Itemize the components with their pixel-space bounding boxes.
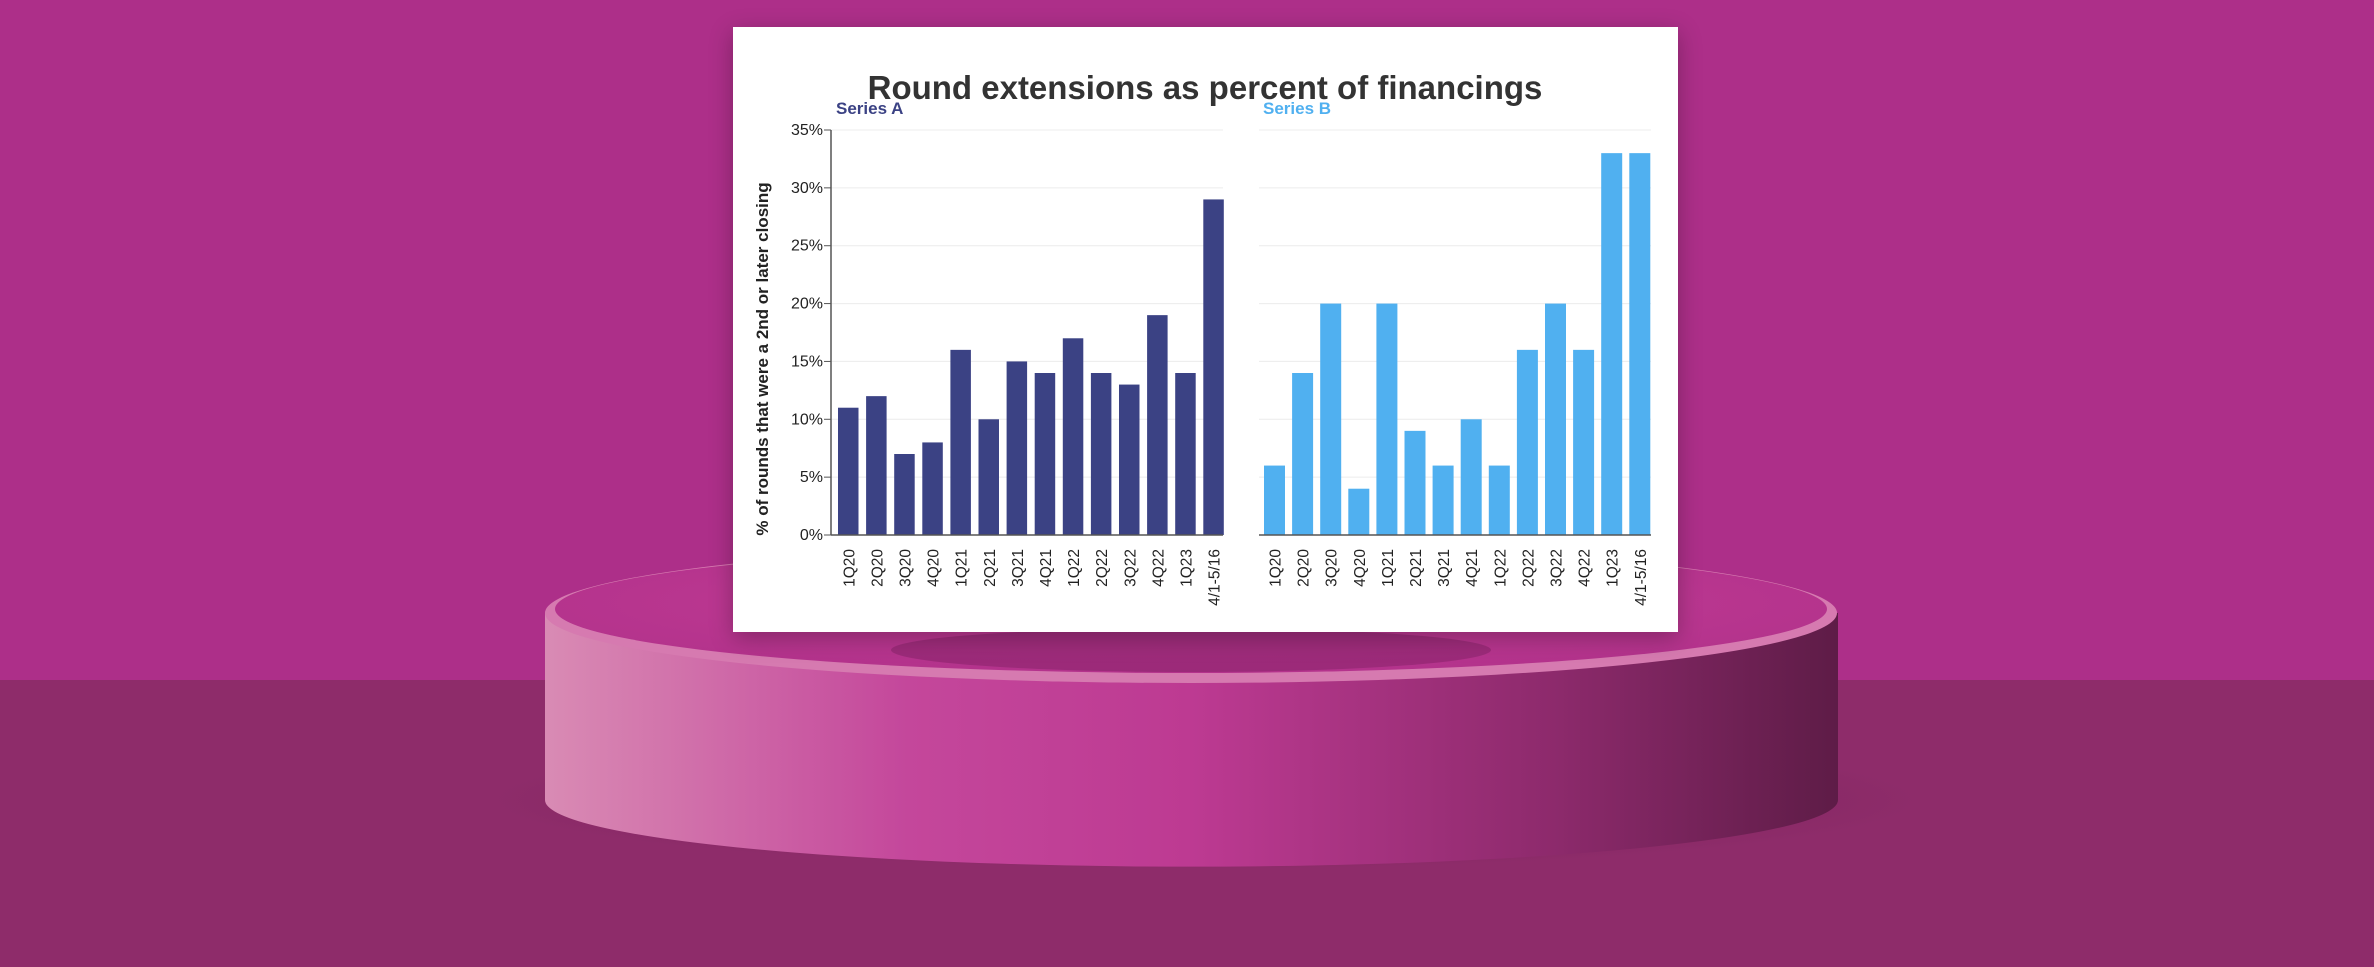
bar-series-b-1Q23 [1601, 153, 1623, 535]
x-tick-label: 4Q21 [1464, 549, 1481, 587]
x-tick-label: 1Q22 [1066, 549, 1083, 587]
bar-series-a-2Q20 [866, 396, 887, 535]
x-tick-label: 1Q20 [841, 549, 858, 587]
bar-series-b-4Q22 [1573, 349, 1595, 535]
bar-series-b-2Q22 [1516, 349, 1538, 535]
bar-series-a-2Q21 [978, 419, 999, 535]
chart: Round extensions as percent of financing… [753, 69, 1651, 606]
x-tick-label: 1Q21 [1380, 549, 1397, 587]
bar-series-a-4Q20 [922, 442, 943, 535]
x-tick-label: 1Q23 [1605, 549, 1622, 587]
bar-series-a-3Q22 [1119, 384, 1140, 535]
bar-series-b-2Q21 [1404, 430, 1426, 535]
x-tick-label: 2Q22 [1094, 549, 1111, 587]
axes [830, 130, 1651, 536]
panel-title-series-a: Series A [836, 99, 903, 118]
bar-series-a-1Q23 [1175, 373, 1196, 535]
x-tick-label: 4Q20 [926, 549, 943, 587]
bar-series-a-3Q20 [894, 454, 915, 535]
x-tick-label: 1Q23 [1178, 549, 1195, 587]
chart-card: Round extensions as percent of financing… [733, 27, 1678, 632]
x-tick-label: 3Q21 [1436, 549, 1453, 587]
x-tick-label: 2Q22 [1520, 549, 1537, 587]
bar-series-b-3Q22 [1545, 303, 1566, 535]
x-tick-label: 2Q21 [1408, 549, 1425, 587]
bar-series-a-1Q22 [1062, 338, 1084, 535]
bars [838, 153, 1651, 535]
x-tick-label: 4Q20 [1352, 549, 1369, 587]
x-tick-label: 3Q22 [1549, 549, 1566, 587]
y-tick-label: 0% [800, 527, 823, 544]
x-tick-label: 4Q21 [1038, 549, 1055, 587]
y-axis-label: % of rounds that were a 2nd or later clo… [753, 182, 772, 535]
x-tick-label: 3Q20 [1324, 549, 1341, 587]
bar-series-a-4/1-5/16 [1203, 199, 1224, 535]
x-tick-label: 1Q20 [1268, 549, 1285, 587]
x-tick-label: 4Q22 [1577, 549, 1594, 587]
x-tick-label: 3Q22 [1122, 549, 1139, 587]
bar-series-a-4Q21 [1034, 373, 1056, 535]
y-tick-label: 5% [800, 469, 823, 486]
x-tick-label: 4/1-5/16 [1633, 549, 1650, 606]
y-tick-label: 15% [791, 353, 823, 370]
y-tick-label: 35% [791, 122, 823, 139]
y-tick-label: 10% [791, 411, 823, 428]
panel-title-series-b: Series B [1263, 99, 1331, 118]
bar-series-b-1Q20 [1264, 465, 1285, 535]
bar-series-b-3Q20 [1320, 303, 1342, 535]
y-axis-ticks: 0% 5% 10% 15% 20% 25% 30% 35% [791, 122, 831, 544]
x-tick-label: 4Q22 [1150, 549, 1167, 587]
bar-series-b-1Q21 [1376, 303, 1398, 535]
bar-series-a-4Q22 [1147, 315, 1168, 535]
x-tick-label: 1Q22 [1492, 549, 1509, 587]
x-tick-label: 4/1-5/16 [1207, 549, 1224, 606]
y-tick-label: 30% [791, 180, 823, 197]
x-tick-label: 2Q20 [1296, 549, 1313, 587]
bar-series-a-1Q20 [838, 407, 859, 535]
y-tick-label: 25% [791, 238, 823, 255]
x-tick-label: 3Q21 [1010, 549, 1027, 587]
bar-series-b-3Q21 [1432, 465, 1454, 535]
x-axis-ticks: 1Q20 2Q20 3Q20 4Q20 1Q21 2Q21 3Q21 4Q21 1Q22 2Q22… [841, 549, 1650, 606]
chart-title: Round extensions as percent of financing… [868, 69, 1543, 106]
bar-series-a-2Q22 [1090, 373, 1112, 535]
bar-series-a-1Q21 [950, 349, 971, 535]
bar-series-b-1Q22 [1488, 465, 1510, 535]
card-shadow [891, 628, 1491, 672]
x-tick-label: 2Q20 [869, 549, 886, 587]
bar-series-b-4Q21 [1460, 419, 1482, 535]
bar-series-b-4Q20 [1348, 488, 1370, 535]
bar-series-b-4/1-5/16 [1629, 153, 1651, 535]
x-tick-label: 1Q21 [954, 549, 971, 587]
y-tick-label: 20% [791, 296, 823, 313]
podium-side [545, 613, 1838, 867]
bar-series-a-3Q21 [1006, 361, 1028, 535]
x-tick-label: 3Q20 [897, 549, 914, 587]
bar-series-b-2Q20 [1292, 373, 1314, 535]
x-tick-label: 2Q21 [982, 549, 999, 587]
